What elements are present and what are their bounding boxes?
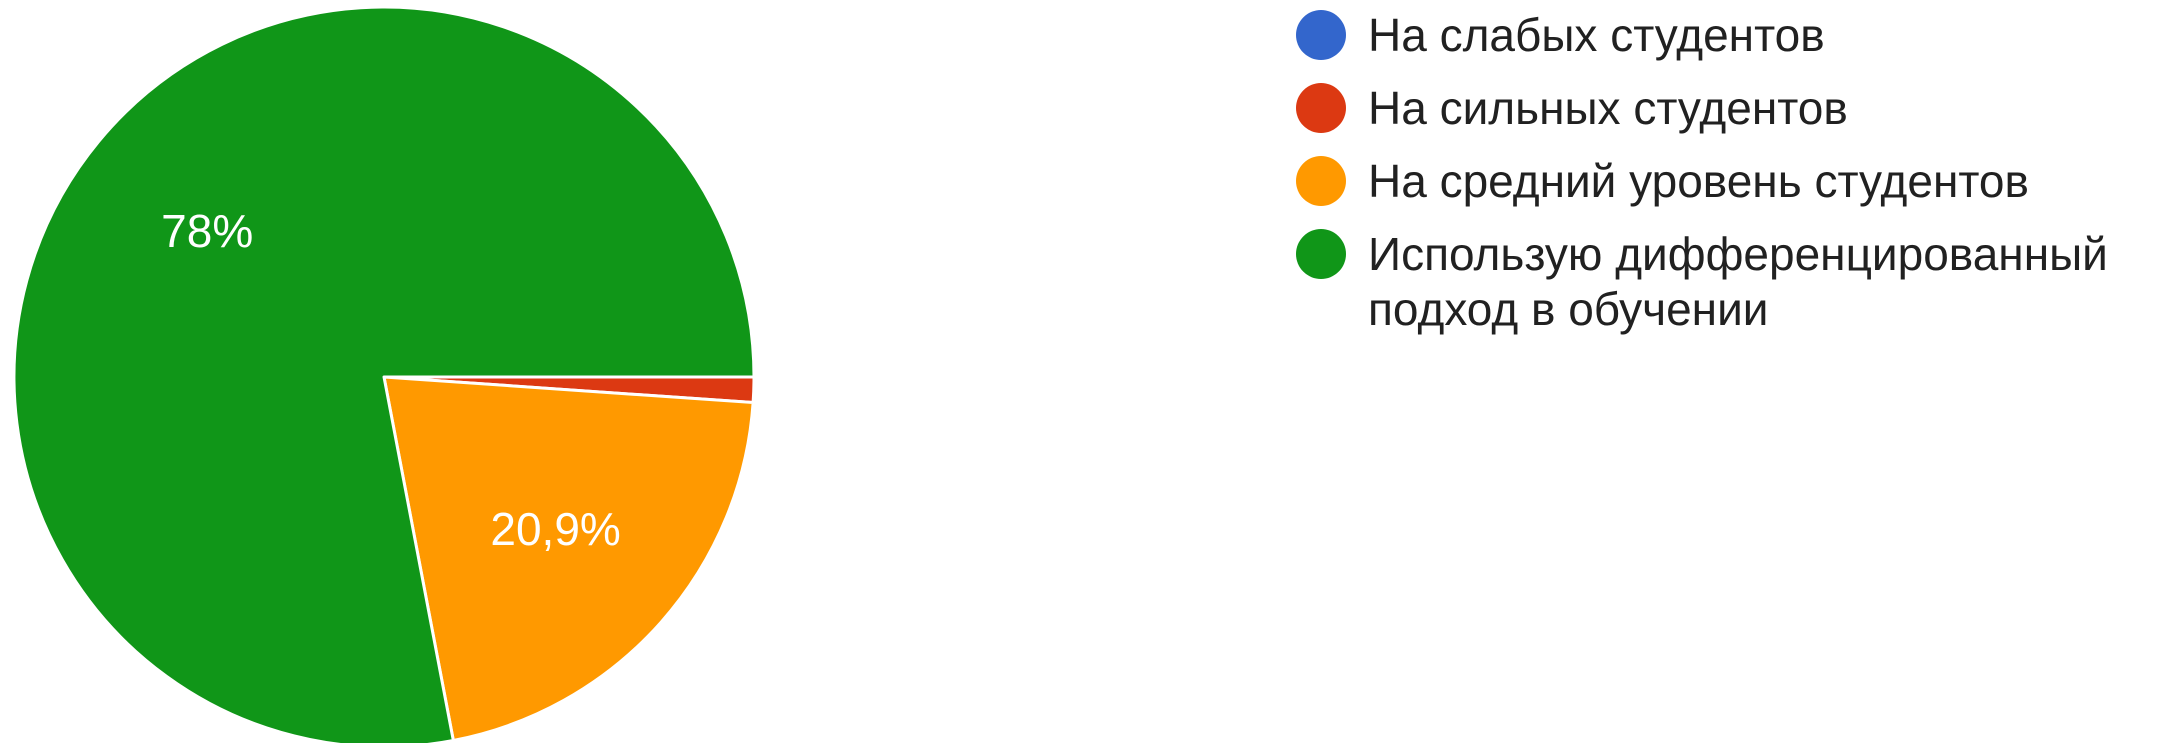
legend-label-average-students: На средний уровень студентов [1368, 155, 2029, 207]
pie-chart: 20,9% 78% [12, 5, 756, 743]
chart-legend: На слабых студентов На сильных студентов… [1296, 8, 2176, 355]
slice-label-differentiated-approach: 78% [161, 205, 253, 257]
legend-item-differentiated-approach[interactable]: Использую дифференцированный подход в об… [1296, 227, 2176, 337]
legend-item-strong-students[interactable]: На сильных студентов [1296, 81, 2176, 136]
legend-label-weak-students: На слабых студентов [1368, 9, 1825, 61]
legend-label-strong-students: На сильных студентов [1368, 82, 1848, 134]
pie-slice-average-students[interactable] [382, 375, 755, 742]
slice-label-average-students: 20,9% [490, 503, 620, 555]
legend-swatch-weak-students [1296, 10, 1346, 60]
pie-slice-differentiated-approach[interactable] [12, 5, 756, 743]
legend-swatch-average-students [1296, 156, 1346, 206]
legend-label-differentiated-approach: Использую дифференцированный подход в об… [1368, 228, 2108, 335]
legend-item-average-students[interactable]: На средний уровень студентов [1296, 154, 2176, 209]
legend-item-weak-students[interactable]: На слабых студентов [1296, 8, 2176, 63]
legend-swatch-strong-students [1296, 83, 1346, 133]
legend-swatch-differentiated-approach [1296, 229, 1346, 279]
